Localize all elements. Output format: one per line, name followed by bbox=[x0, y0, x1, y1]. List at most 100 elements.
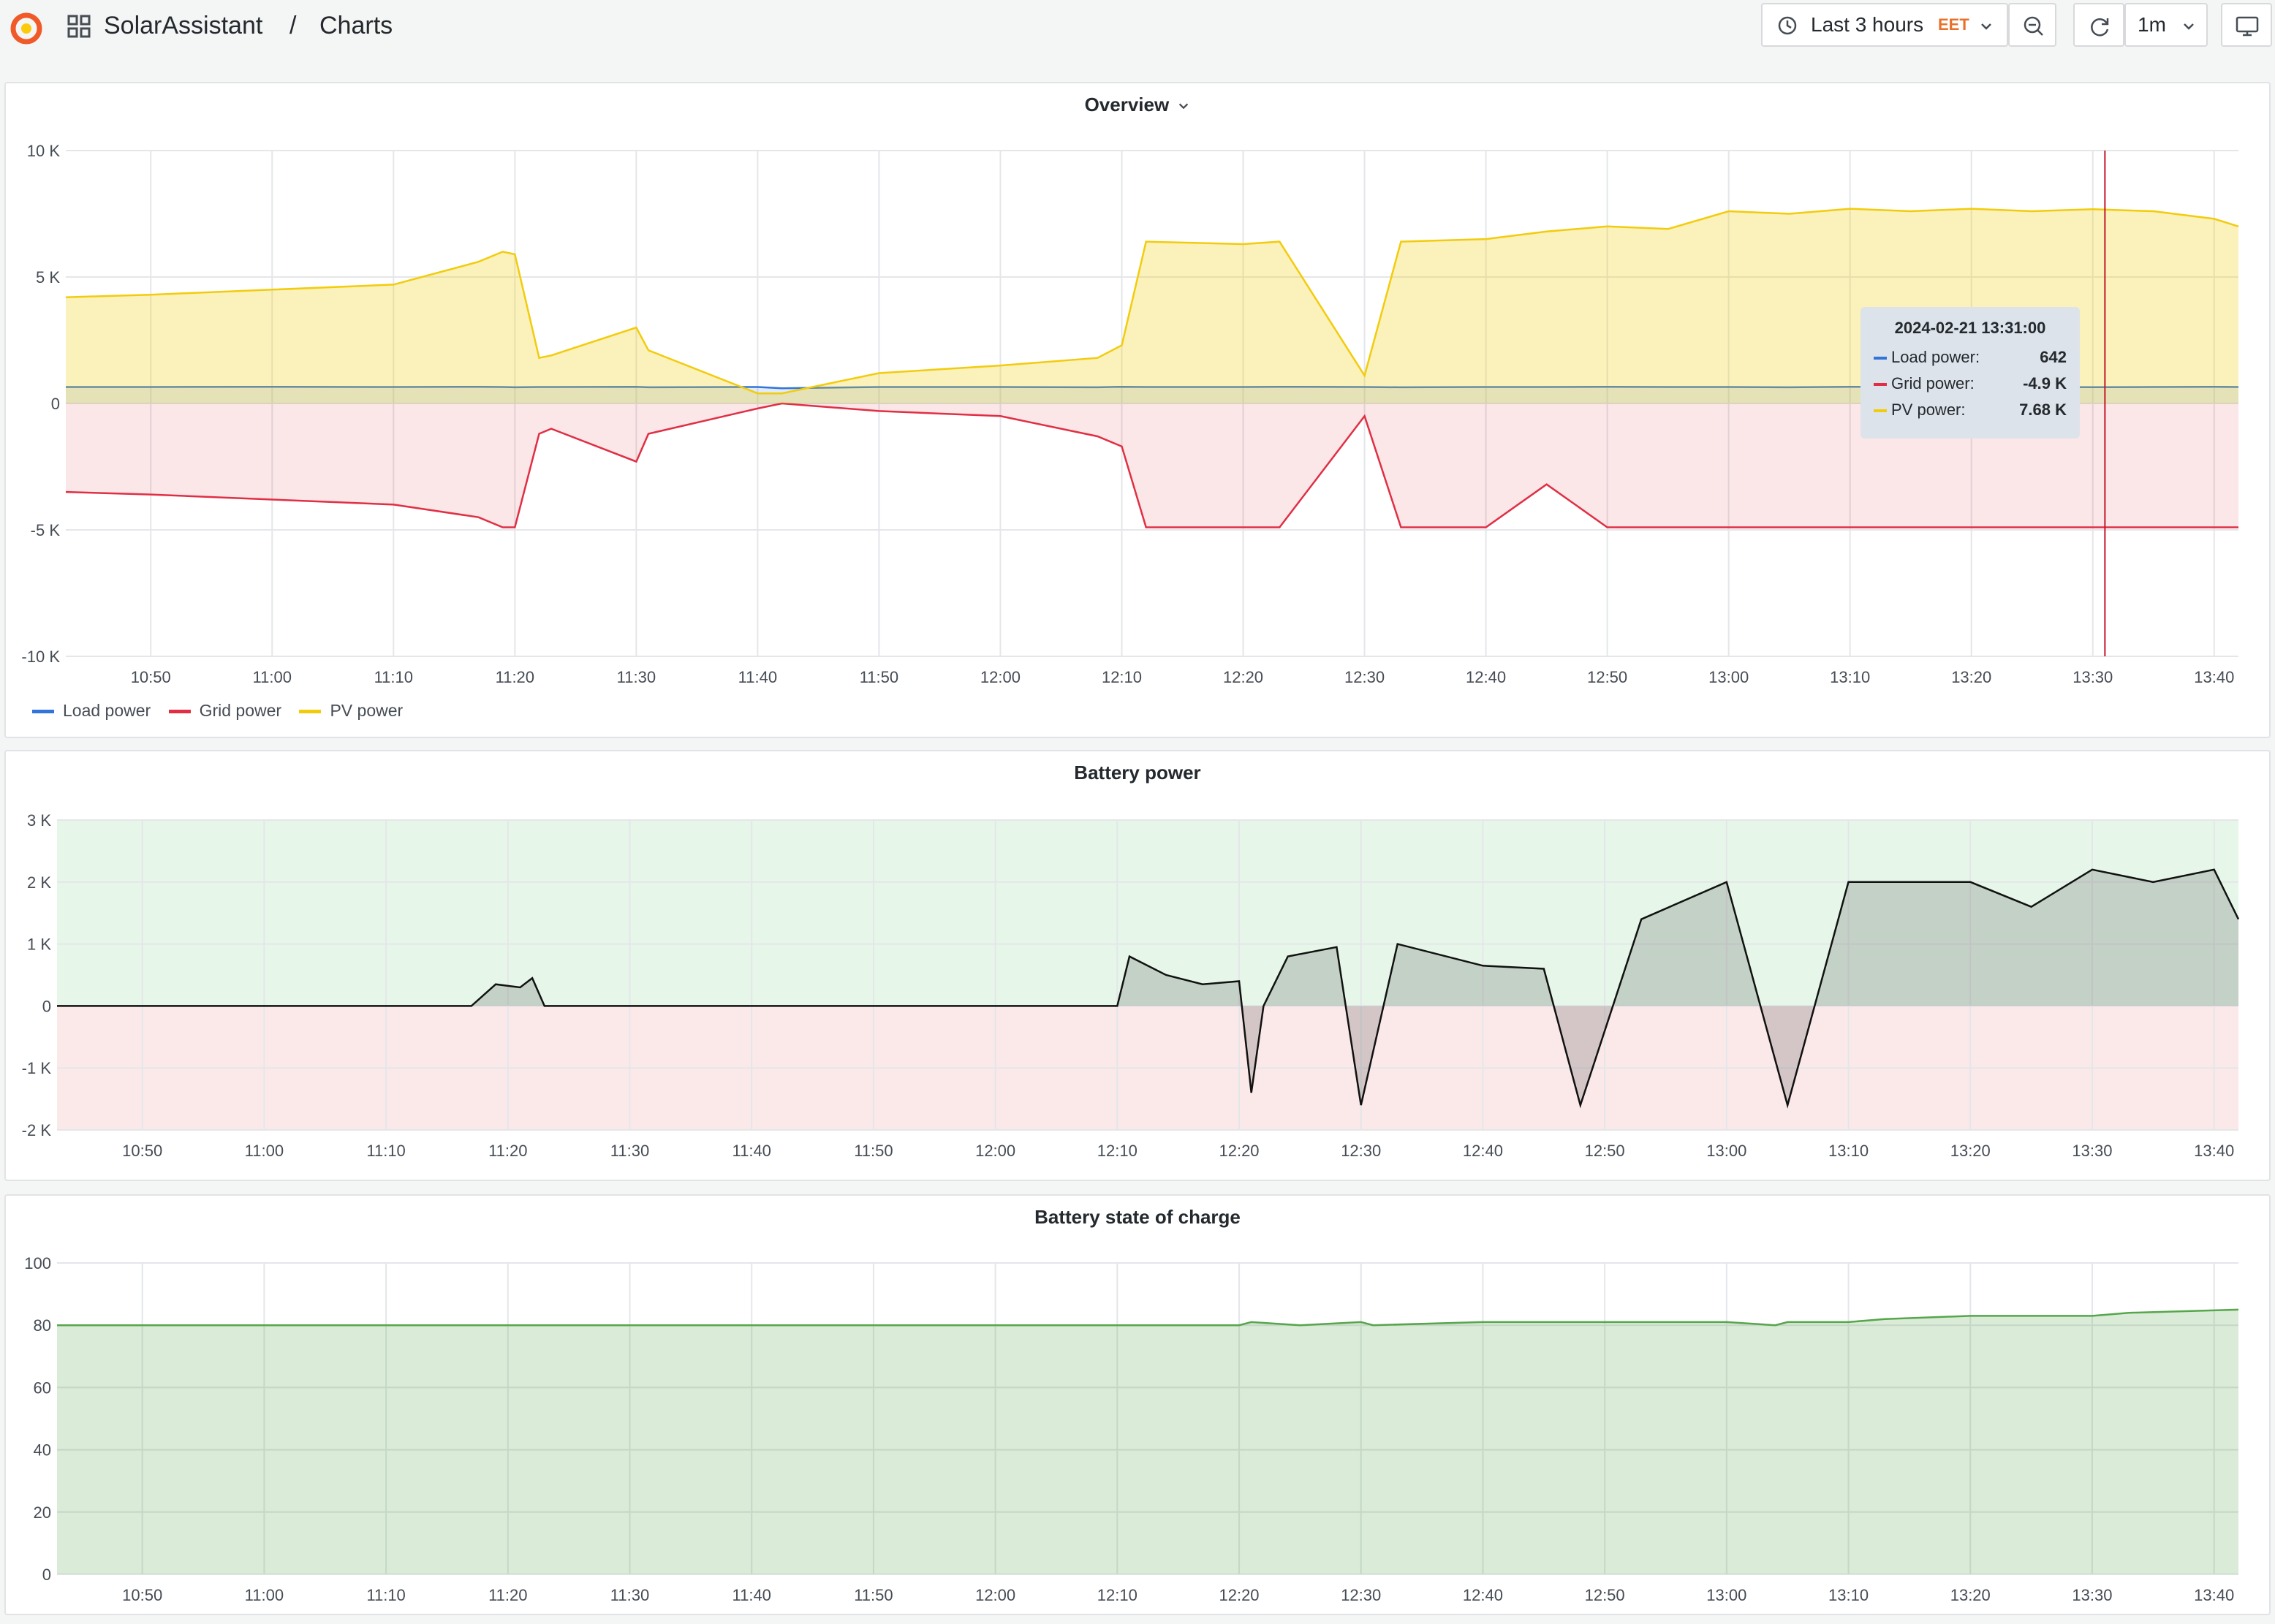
legend-item-pv[interactable]: PV power bbox=[299, 701, 403, 721]
x-tick-label: 13:30 bbox=[2073, 668, 2113, 686]
x-tick-label: 13:20 bbox=[1951, 668, 1991, 686]
legend-label: Grid power bbox=[199, 701, 282, 720]
refresh-interval-picker[interactable]: 1m bbox=[2124, 3, 2208, 47]
x-tick-label: 10:50 bbox=[131, 668, 171, 686]
x-tick-label: 11:50 bbox=[854, 1586, 893, 1604]
legend-item-load[interactable]: Load power bbox=[32, 701, 151, 721]
y-tick-label: 1 K bbox=[27, 936, 51, 954]
x-tick-label: 12:40 bbox=[1463, 1586, 1503, 1604]
y-tick-label: 10 K bbox=[27, 142, 61, 160]
x-tick-label: 11:50 bbox=[854, 1142, 893, 1160]
breadcrumb-app[interactable]: SolarAssistant bbox=[104, 12, 263, 39]
tv-mode-icon bbox=[2236, 16, 2259, 37]
x-tick-label: 12:30 bbox=[1341, 1586, 1381, 1604]
grafana-logo-icon[interactable] bbox=[7, 9, 45, 47]
x-tick-label: 13:00 bbox=[1706, 1586, 1746, 1604]
x-tick-label: 11:20 bbox=[488, 1142, 527, 1160]
tooltip-value: 642 bbox=[2040, 348, 2067, 366]
y-tick-label: 0 bbox=[51, 395, 60, 413]
y-tick-label: 3 K bbox=[27, 811, 51, 830]
x-tick-label: 11:40 bbox=[733, 1586, 771, 1604]
legend-label: Load power bbox=[63, 701, 151, 720]
x-tick-label: 13:00 bbox=[1706, 1142, 1746, 1160]
breadcrumb-separator: / bbox=[289, 12, 297, 39]
refresh-interval-label: 1m bbox=[2138, 13, 2166, 36]
x-tick-label: 12:00 bbox=[980, 668, 1021, 686]
panel-title[interactable]: Overview bbox=[6, 94, 2269, 116]
y-tick-label: -1 K bbox=[22, 1059, 52, 1077]
battery-soc-title[interactable]: Battery state of charge bbox=[1034, 1206, 1241, 1228]
tooltip-swatch bbox=[1874, 357, 1887, 360]
x-tick-label: 12:20 bbox=[1219, 1142, 1259, 1160]
tooltip-label: Load power: bbox=[1891, 348, 1980, 366]
overview-chart[interactable]: 10 K 5 K 0 -5 K -10 K 10:50 11:00 11:10 11:20 11:… bbox=[6, 83, 2269, 737]
x-tick-label: 12:50 bbox=[1585, 1586, 1625, 1604]
x-tick-label: 13:30 bbox=[2072, 1142, 2112, 1160]
battery-soc-chart[interactable]: 100 80 60 40 20 0 10:50 11:00 11:10 11:20 11:30 11:… bbox=[6, 1196, 2269, 1614]
y-tick-label: -10 K bbox=[21, 648, 60, 666]
series-line-0 bbox=[57, 1308, 2239, 1327]
chevron-down-icon bbox=[2184, 23, 2194, 30]
y-tick-label: 100 bbox=[24, 1254, 51, 1272]
x-tick-label: 11:30 bbox=[610, 1142, 649, 1160]
top-bar: SolarAssistant / Charts Last 3 hours EET… bbox=[0, 0, 2275, 76]
overview-title: Overview bbox=[1084, 94, 1170, 115]
legend-swatch bbox=[32, 710, 54, 714]
dashboard-grid-icon bbox=[67, 15, 91, 38]
time-range-picker[interactable]: Last 3 hours EET bbox=[1761, 3, 2008, 47]
zoom-out-button[interactable] bbox=[2008, 3, 2056, 47]
battery-power-panel: Battery power 3 K 2 K 1 K 0 -1 K -2 K 10:50 11:… bbox=[4, 750, 2271, 1181]
x-tick-label: 11:10 bbox=[366, 1586, 405, 1604]
refresh-icon bbox=[2091, 18, 2109, 37]
x-tick-label: 11:20 bbox=[488, 1586, 527, 1604]
y-tick-label: 0 bbox=[42, 997, 51, 1015]
x-tick-label: 11:40 bbox=[733, 1142, 771, 1160]
x-tick-label: 12:30 bbox=[1341, 1142, 1381, 1160]
x-tick-label: 11:10 bbox=[366, 1142, 405, 1160]
tooltip-label: Grid power: bbox=[1891, 374, 1975, 392]
x-tick-label: 13:10 bbox=[1828, 1142, 1869, 1160]
x-tick-label: 12:40 bbox=[1463, 1142, 1503, 1160]
x-tick-label: 11:50 bbox=[860, 668, 898, 686]
legend-item-grid[interactable]: Grid power bbox=[168, 701, 282, 721]
legend-swatch bbox=[168, 710, 191, 714]
x-tick-label: 11:30 bbox=[617, 668, 656, 686]
x-tick-label: 12:40 bbox=[1466, 668, 1506, 686]
overview-panel: Overview 10 K 5 K 0 -5 K -10 K 10:50 11:00 11:1… bbox=[4, 82, 2271, 738]
battery-power-chart[interactable]: 3 K 2 K 1 K 0 -1 K -2 K 10:50 11:00 11:10 11:20 11… bbox=[6, 751, 2269, 1180]
battery-power-title[interactable]: Battery power bbox=[1074, 762, 1201, 783]
series-area-0 bbox=[57, 1309, 2238, 1574]
series-line-0 bbox=[57, 868, 2240, 1109]
chevron-down-icon bbox=[1179, 103, 1189, 110]
series-area-0 bbox=[66, 387, 2238, 403]
tooltip-row: Grid power: -4.9 K bbox=[1874, 374, 2067, 401]
x-tick-label: 11:20 bbox=[496, 668, 534, 686]
x-tick-label: 13:40 bbox=[2194, 1142, 2234, 1160]
time-range-label: Last 3 hours bbox=[1811, 13, 1924, 36]
y-tick-label: -5 K bbox=[31, 521, 61, 539]
x-tick-label: 13:10 bbox=[1830, 668, 1870, 686]
x-tick-label: 13:20 bbox=[1950, 1142, 1991, 1160]
x-tick-label: 11:00 bbox=[253, 668, 292, 686]
x-tick-label: 12:10 bbox=[1102, 668, 1142, 686]
x-tick-label: 12:20 bbox=[1223, 668, 1263, 686]
tooltip-row: PV power: 7.68 K bbox=[1874, 401, 2067, 427]
x-tick-label: 12:10 bbox=[1097, 1586, 1138, 1604]
refresh-button[interactable] bbox=[2073, 3, 2124, 47]
x-tick-label: 11:00 bbox=[245, 1586, 284, 1604]
x-tick-label: 12:00 bbox=[975, 1586, 1015, 1604]
x-tick-label: 10:50 bbox=[122, 1586, 162, 1604]
hover-tooltip: 2024-02-21 13:31:00 Load power: 642 Grid … bbox=[1860, 307, 2080, 439]
x-tick-label: 11:40 bbox=[738, 668, 777, 686]
tv-mode-button[interactable] bbox=[2221, 3, 2272, 47]
positive-band bbox=[57, 820, 2238, 1006]
y-tick-label: -2 K bbox=[22, 1121, 52, 1139]
tooltip-value: -4.9 K bbox=[2023, 374, 2067, 392]
clock-icon bbox=[1778, 16, 1797, 35]
x-tick-label: 12:00 bbox=[975, 1142, 1015, 1160]
x-tick-label: 11:10 bbox=[374, 668, 413, 686]
y-tick-label: 5 K bbox=[36, 268, 60, 287]
x-tick-label: 12:30 bbox=[1344, 668, 1385, 686]
battery-soc-panel: Battery state of charge 100 80 60 40 20 0 10:5… bbox=[4, 1194, 2271, 1615]
tooltip-row: Load power: 642 bbox=[1874, 348, 2067, 374]
